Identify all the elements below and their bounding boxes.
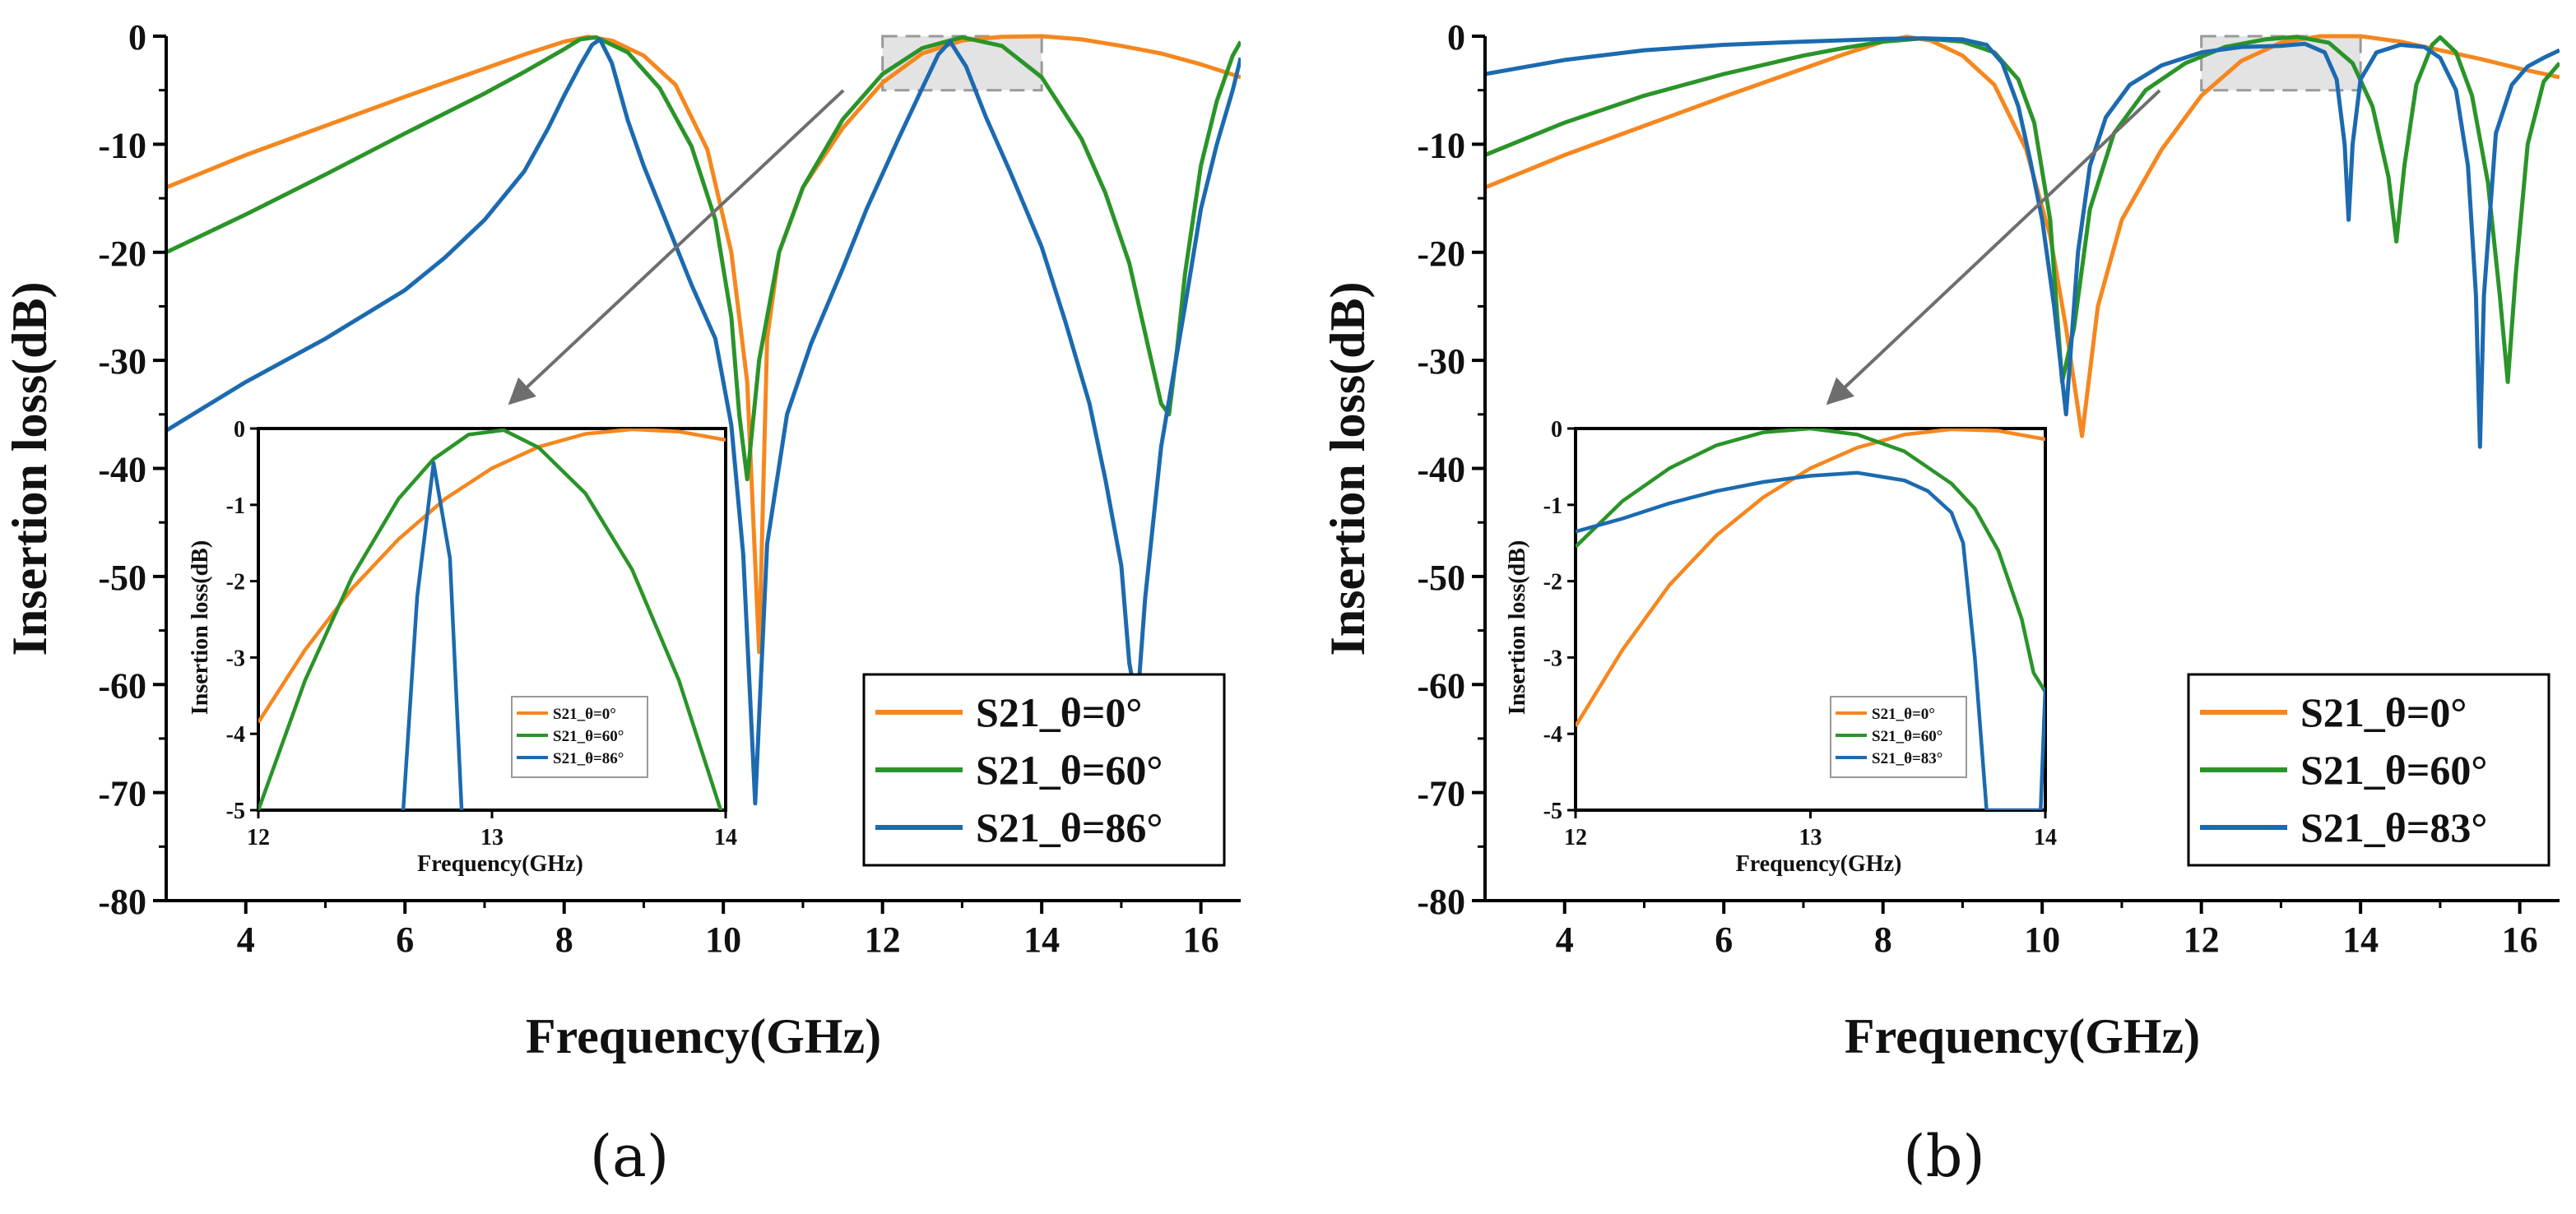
x-tick-label: 8 bbox=[555, 920, 573, 960]
x-tick-label: 14 bbox=[2342, 920, 2379, 960]
x-tick-label: 6 bbox=[396, 920, 414, 960]
inset-x-tick-label: 13 bbox=[1799, 825, 1822, 850]
inset-x-tick-label: 12 bbox=[1564, 825, 1587, 850]
inset-x-axis-title: Frequency(GHz) bbox=[417, 851, 583, 877]
y-tick-label: -10 bbox=[1417, 125, 1465, 165]
series-line-1 bbox=[166, 34, 1241, 655]
x-tick-label: 4 bbox=[1556, 920, 1574, 960]
inset-chart: 0 -1 -2 -3 -4 -512 13 14 Frequency(GHz) Insertion… bbox=[188, 417, 737, 877]
chart-panel-b: 0-10-20-30-40-50-60-70-804 6 8 10 12 14 16Freq… bbox=[1320, 17, 2560, 1190]
panel-label: (a) bbox=[590, 1123, 669, 1190]
inset-y-tick-label: -3 bbox=[1543, 646, 1562, 671]
legend-label: S21_θ=83° bbox=[2300, 804, 2487, 850]
inset-y-tick-label: -3 bbox=[226, 646, 245, 671]
panel-label: (b) bbox=[1903, 1123, 1984, 1190]
y-tick-label: -80 bbox=[98, 882, 146, 922]
series-line-3 bbox=[1485, 36, 2560, 449]
y-tick-label: -60 bbox=[98, 665, 146, 706]
y-tick-label: -70 bbox=[98, 774, 146, 814]
inset-y-tick-label: -4 bbox=[1543, 722, 1562, 748]
legend-label: S21_θ=60° bbox=[976, 747, 1163, 793]
y-tick-label: -60 bbox=[1417, 665, 1465, 706]
inset-y-tick-label: -2 bbox=[1543, 570, 1562, 595]
inset-y-tick-label: -1 bbox=[1543, 493, 1562, 519]
y-tick-label: -10 bbox=[98, 125, 146, 165]
inset-x-tick-label: 14 bbox=[2034, 825, 2057, 850]
y-tick-label: -70 bbox=[1417, 774, 1465, 814]
inset-legend-label: S21_θ=60° bbox=[1872, 728, 1942, 745]
zoom-arrow bbox=[1826, 89, 2161, 405]
inset-legend-label: S21_θ=60° bbox=[553, 728, 624, 745]
inset-series-line-1 bbox=[1576, 429, 2045, 728]
inset-y-tick-label: -2 bbox=[226, 570, 245, 595]
y-tick-label: -20 bbox=[98, 234, 146, 274]
inset-series-line-2 bbox=[1576, 429, 2045, 693]
y-tick-label: -20 bbox=[1417, 234, 1465, 274]
chart-panel-a: 0-10-20-30-40-50-60-70-804 6 8 10 12 14 16Freq… bbox=[2, 17, 1241, 1190]
x-tick-label: 8 bbox=[1874, 920, 1892, 960]
inset-x-tick-label: 14 bbox=[714, 825, 737, 850]
inset-legend-label: S21_θ=0° bbox=[1872, 706, 1935, 723]
x-axis-title: Frequency(GHz) bbox=[526, 1009, 881, 1063]
inset-x-tick-label: 13 bbox=[480, 825, 504, 850]
x-tick-label: 14 bbox=[1023, 920, 1060, 960]
legend-label: S21_θ=60° bbox=[2300, 747, 2487, 793]
x-tick-label: 10 bbox=[705, 920, 741, 960]
inset-x-axis-title: Frequency(GHz) bbox=[1736, 851, 1902, 877]
y-tick-label: -30 bbox=[1417, 341, 1465, 382]
y-tick-label: 0 bbox=[1447, 17, 1465, 58]
inset-series-line-2 bbox=[258, 429, 723, 810]
inset-chart: 0 -1 -2 -3 -4 -512 13 14 Frequency(GHz) Insertion… bbox=[1505, 417, 2057, 877]
x-axis-title: Frequency(GHz) bbox=[1845, 1009, 2200, 1063]
x-tick-label: 4 bbox=[237, 920, 255, 960]
series-line-2 bbox=[166, 35, 1241, 482]
inset-y-axis-title: Insertion loss(dB) bbox=[1505, 540, 1530, 715]
x-tick-label: 12 bbox=[865, 920, 901, 960]
y-tick-label: -40 bbox=[1417, 450, 1465, 490]
y-tick-label: 0 bbox=[128, 17, 146, 58]
x-tick-label: 16 bbox=[1183, 920, 1219, 960]
inset-y-tick-label: -4 bbox=[226, 722, 245, 748]
inset-y-tick-label: -5 bbox=[1543, 799, 1562, 824]
zoom-arrow bbox=[508, 89, 845, 405]
inset-y-tick-label: -1 bbox=[226, 493, 245, 519]
y-tick-label: -40 bbox=[98, 450, 146, 490]
series-line-1 bbox=[1485, 34, 2560, 438]
inset-series-line-3 bbox=[401, 461, 464, 810]
inset-y-axis-title: Insertion loss(dB) bbox=[188, 540, 213, 715]
x-tick-label: 12 bbox=[2184, 920, 2220, 960]
x-tick-label: 10 bbox=[2024, 920, 2060, 960]
inset-y-tick-label: 0 bbox=[1551, 417, 1562, 443]
y-axis-title: Insertion loss(dB) bbox=[2, 281, 57, 656]
y-tick-label: -80 bbox=[1417, 882, 1465, 922]
x-tick-label: 16 bbox=[2502, 920, 2538, 960]
inset-y-tick-label: 0 bbox=[234, 417, 245, 443]
inset-x-tick-label: 12 bbox=[247, 825, 270, 850]
inset-legend-label: S21_θ=86° bbox=[553, 750, 624, 767]
series-line-2 bbox=[1485, 35, 2560, 384]
legend-label: S21_θ=0° bbox=[976, 689, 1142, 735]
legend-label: S21_θ=86° bbox=[976, 804, 1163, 850]
legend-label: S21_θ=0° bbox=[2300, 689, 2467, 735]
y-tick-label: -50 bbox=[1417, 558, 1465, 598]
y-tick-label: -50 bbox=[98, 558, 146, 598]
y-tick-label: -30 bbox=[98, 341, 146, 382]
inset-y-tick-label: -5 bbox=[226, 799, 245, 824]
y-axis-title: Insertion loss(dB) bbox=[1320, 281, 1375, 656]
inset-legend-label: S21_θ=0° bbox=[553, 706, 616, 723]
x-tick-label: 6 bbox=[1715, 920, 1733, 960]
inset-legend-label: S21_θ=83° bbox=[1872, 750, 1942, 767]
inset-series-line-3 bbox=[1576, 470, 2045, 810]
